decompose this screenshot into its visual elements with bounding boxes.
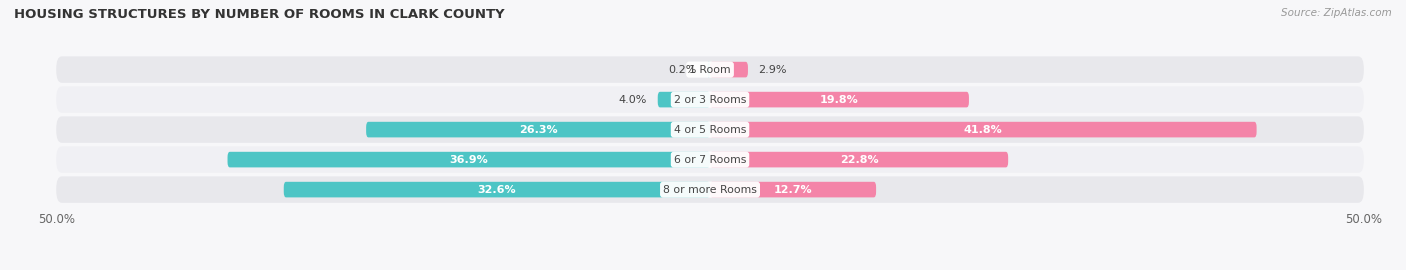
FancyBboxPatch shape [56, 146, 1364, 173]
Text: 8 or more Rooms: 8 or more Rooms [664, 185, 756, 195]
Text: Source: ZipAtlas.com: Source: ZipAtlas.com [1281, 8, 1392, 18]
FancyBboxPatch shape [56, 86, 1364, 113]
FancyBboxPatch shape [284, 182, 710, 197]
Text: 4 or 5 Rooms: 4 or 5 Rooms [673, 124, 747, 135]
FancyBboxPatch shape [707, 62, 710, 77]
Text: 0.2%: 0.2% [669, 65, 697, 75]
Text: 19.8%: 19.8% [820, 94, 859, 104]
FancyBboxPatch shape [710, 62, 748, 77]
Text: 6 or 7 Rooms: 6 or 7 Rooms [673, 155, 747, 165]
FancyBboxPatch shape [228, 152, 710, 167]
FancyBboxPatch shape [56, 116, 1364, 143]
FancyBboxPatch shape [56, 56, 1364, 83]
FancyBboxPatch shape [710, 92, 969, 107]
FancyBboxPatch shape [710, 152, 1008, 167]
Text: 2 or 3 Rooms: 2 or 3 Rooms [673, 94, 747, 104]
FancyBboxPatch shape [56, 176, 1364, 203]
FancyBboxPatch shape [658, 92, 710, 107]
Text: 41.8%: 41.8% [965, 124, 1002, 135]
Text: 32.6%: 32.6% [478, 185, 516, 195]
Text: 2.9%: 2.9% [758, 65, 787, 75]
FancyBboxPatch shape [710, 182, 876, 197]
FancyBboxPatch shape [710, 122, 1257, 137]
Text: 1 Room: 1 Room [689, 65, 731, 75]
Text: 12.7%: 12.7% [773, 185, 813, 195]
Text: HOUSING STRUCTURES BY NUMBER OF ROOMS IN CLARK COUNTY: HOUSING STRUCTURES BY NUMBER OF ROOMS IN… [14, 8, 505, 21]
Text: 22.8%: 22.8% [839, 155, 879, 165]
FancyBboxPatch shape [366, 122, 710, 137]
Text: 36.9%: 36.9% [450, 155, 488, 165]
Text: 26.3%: 26.3% [519, 124, 557, 135]
Text: 4.0%: 4.0% [619, 94, 647, 104]
